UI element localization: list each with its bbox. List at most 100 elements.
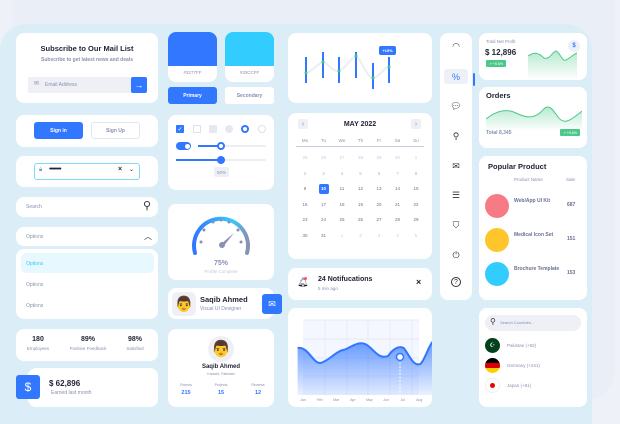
password-value: •••••••• (49, 166, 62, 173)
calendar-day[interactable]: 4 (340, 170, 344, 176)
calendar-day[interactable]: 2 (303, 170, 307, 176)
product-name[interactable]: Brochure Template (514, 266, 560, 272)
calendar-day[interactable]: 24 (320, 217, 326, 222)
calendar-day[interactable]: 12 (357, 186, 363, 191)
calendar-day[interactable]: 21 (394, 201, 400, 207)
power-icon[interactable]: ⏻ (452, 250, 460, 260)
speedometer-icon[interactable]: ◠ (452, 41, 460, 51)
calendar-day[interactable]: 29 (376, 155, 382, 160)
radio-selected[interactable] (241, 125, 249, 133)
password-input[interactable]: 🔒︎ •••••••• × ⌄ (34, 163, 140, 180)
calendar-day[interactable]: 2 (359, 232, 362, 238)
calendar-day[interactable]: 27 (339, 155, 345, 160)
calendar-day[interactable]: 6 (377, 170, 381, 176)
dropdown-header[interactable]: Options ︿ (16, 227, 158, 246)
calendar-day[interactable]: 25 (339, 217, 345, 222)
calendar-day[interactable]: 20 (376, 201, 382, 207)
dropdown-option-active[interactable]: Options (21, 253, 154, 273)
calendar-day[interactable]: 25 (302, 155, 308, 160)
calendar-day[interactable]: 8 (414, 170, 418, 176)
chevron-down-icon[interactable]: ⌄ (129, 167, 135, 173)
country-option[interactable]: Germany (+241) (507, 363, 540, 368)
calendar-day[interactable]: 1 (340, 232, 344, 238)
sign-in-button[interactable]: Sign in (34, 122, 83, 139)
dropdown-option[interactable]: Options (26, 303, 44, 309)
country-picker-card: ⚲ Search Countries... ☪ Pakistan (+92) Ger… (479, 308, 587, 407)
calendar-day[interactable]: 28 (394, 217, 400, 222)
product-name[interactable]: Medical Icon Set (514, 232, 554, 238)
chevron-up-icon[interactable]: ︿ (144, 232, 152, 241)
shield-icon[interactable]: ⛉ (452, 220, 460, 230)
product-name[interactable]: Web/App UI Kit (514, 198, 551, 204)
dropdown-option[interactable]: Options (26, 282, 44, 288)
radio-unselected[interactable] (258, 125, 266, 133)
calendar-day[interactable]: 30 (394, 155, 400, 160)
secondary-button[interactable]: Secondary (225, 87, 274, 104)
sliders-icon[interactable]: ☰ (451, 190, 461, 200)
calendar-day[interactable]: 5 (359, 170, 362, 176)
calendar-day[interactable]: 4 (396, 232, 399, 238)
slider-thumb[interactable] (217, 142, 226, 150)
calendar-day[interactable]: 30 (302, 232, 308, 238)
calendar-day[interactable]: 28 (357, 155, 363, 160)
email-input[interactable]: ✉ Email Address (28, 77, 132, 93)
clear-icon[interactable]: × (118, 166, 123, 173)
primary-button[interactable]: Primary (168, 87, 217, 104)
country-option[interactable]: Japan (+81) (507, 383, 532, 388)
calendar-day[interactable]: 26 (320, 155, 326, 160)
calendar-day[interactable]: 19 (357, 201, 363, 207)
next-month-button[interactable]: › (411, 119, 421, 129)
slider-track[interactable] (198, 142, 266, 150)
search-input[interactable]: Search ⚲ (16, 197, 158, 217)
close-icon[interactable]: × (416, 277, 422, 287)
help-icon[interactable]: ? (451, 277, 461, 287)
chat-icon[interactable]: 💬︎ (450, 101, 462, 111)
calendar-day[interactable]: 3 (377, 232, 381, 238)
slider-track[interactable] (176, 156, 266, 164)
prev-month-button[interactable]: ‹ (298, 119, 308, 129)
notification-time: 5 min ago (318, 286, 338, 291)
calendar-day[interactable]: 17 (320, 201, 326, 207)
notification-title: 24 Notifucations (318, 276, 373, 283)
mail-icon: ✉ (34, 81, 40, 87)
toggle-switch[interactable] (176, 142, 191, 150)
sign-up-button[interactable]: Sign Up (91, 122, 140, 139)
calendar-day[interactable]: 26 (357, 217, 363, 222)
calendar-day[interactable]: 15 (413, 186, 419, 191)
country-option[interactable]: Pakistan (+92) (507, 343, 537, 348)
calendar-day[interactable]: 23 (302, 217, 308, 222)
calendar-day[interactable]: 31 (320, 232, 326, 238)
calendar-day[interactable]: 1 (414, 155, 418, 160)
checkbox-checked[interactable]: ✓ (176, 125, 184, 133)
calendar-day[interactable]: 14 (394, 186, 400, 191)
controls-card: ✓ 50% (168, 115, 274, 190)
calendar-day[interactable]: 16 (302, 201, 308, 207)
earned-label: Earned last month (51, 390, 92, 396)
calendar-day[interactable]: 3 (322, 170, 325, 176)
calendar-day[interactable]: 5 (414, 232, 418, 238)
checkbox-unchecked[interactable] (193, 125, 201, 133)
subscribe-arrow-button[interactable]: → (131, 77, 147, 93)
radio-disabled[interactable] (225, 125, 233, 133)
mail-icon[interactable]: ✉ (452, 161, 460, 171)
swatch-secondary: #33CCFF (225, 32, 274, 82)
calendar-day[interactable]: 9 (303, 186, 307, 191)
gauge-arc (192, 216, 250, 255)
calendar-day-selected[interactable]: 10 (318, 184, 329, 194)
country-search-input[interactable]: ⚲ Search Countries... (485, 315, 581, 331)
search-icon[interactable]: ⚲ (452, 131, 460, 141)
calendar-day[interactable]: 18 (339, 201, 345, 207)
hover-point[interactable] (395, 352, 405, 362)
slider-thumb[interactable] (217, 156, 225, 164)
calendar-day[interactable]: 29 (413, 217, 419, 222)
checkbox-indeterminate[interactable] (209, 125, 217, 133)
calendar-day[interactable]: 13 (376, 186, 382, 191)
search-icon[interactable]: ⚲ (143, 200, 152, 212)
calendar-day[interactable]: 22 (413, 201, 419, 207)
mail-button[interactable]: ✉ (262, 294, 282, 314)
calendar-day[interactable]: 27 (376, 217, 382, 222)
option-label: Options (26, 261, 44, 267)
calendar-day[interactable]: 7 (396, 170, 399, 176)
percent-icon[interactable]: % (444, 69, 468, 84)
calendar-day[interactable]: 11 (339, 186, 345, 191)
